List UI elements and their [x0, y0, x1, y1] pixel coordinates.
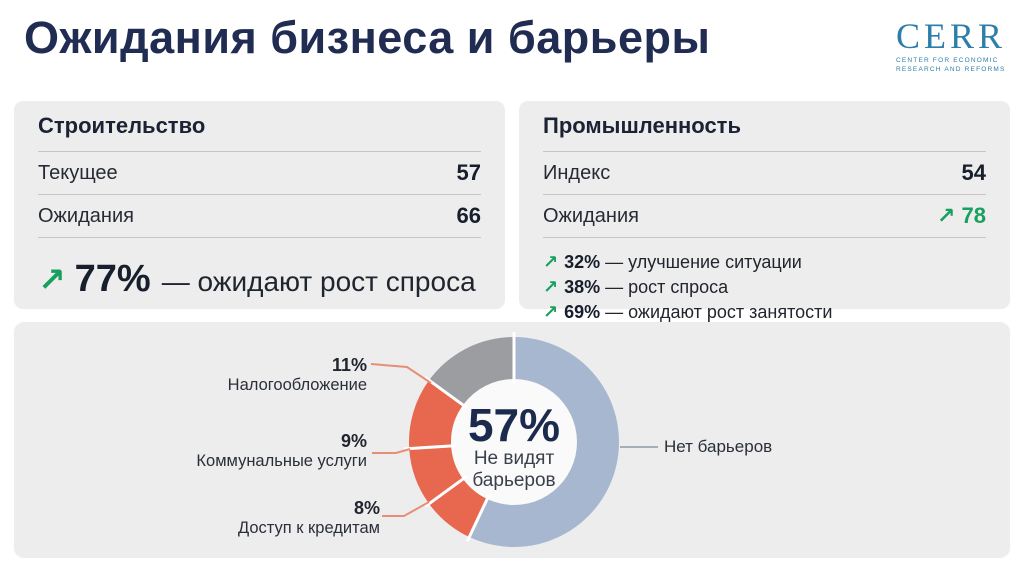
cerr-logo: CERR CENTER FOR ECONOMIC RESEARCH AND RE… [896, 16, 1006, 74]
row-label: Ожидания [38, 204, 134, 227]
segment-separator [424, 474, 468, 508]
page-title: Ожидания бизнеса и барьеры [24, 12, 711, 63]
callout-value: 9% [340, 431, 367, 451]
segment-separator [465, 493, 491, 543]
cerr-logo-word: CERR [895, 16, 1006, 56]
donut-center-line2: барьеров [472, 470, 556, 491]
industry-row-index: Индекс 54 [543, 152, 986, 195]
callout-utilities: 9% Коммунальные услуги [196, 431, 367, 471]
row-label: Текущее [38, 161, 118, 184]
donut-center-label: 57% Не видят барьеров [429, 402, 599, 492]
construction-card: Строительство Текущее 57 Ожидания 66 ↗ 7… [14, 101, 505, 309]
up-right-arrow-icon: ↗ [543, 277, 559, 297]
callout-label: Налогообложение [227, 376, 367, 394]
row-value: 78 [961, 203, 986, 228]
bullet-employment-growth: ↗ 69% — ожидают рост занятости [543, 300, 986, 325]
callout-credit-access: 8% Доступ к кредитам [238, 498, 380, 538]
bullet-text: — ожидают рост занятости [605, 302, 833, 322]
bullet-text: — улучшение ситуации [605, 252, 802, 272]
construction-highlight: ↗ 77% — ожидают рост спроса [38, 258, 481, 301]
callout-label: Доступ к кредитам [237, 519, 380, 537]
cerr-logo-tagline-1: CENTER FOR ECONOMIC [895, 57, 999, 64]
construction-row-expectations: Ожидания 66 [38, 195, 481, 238]
callout-taxation: 11% Налогообложение [228, 355, 367, 395]
row-value: 66 [456, 203, 481, 228]
row-value: 57 [456, 160, 481, 185]
highlight-text: — ожидают рост спроса [161, 266, 476, 297]
industry-card-title: Промышленность [543, 113, 986, 152]
bullet-value: 69% [564, 302, 601, 322]
bullet-value: 32% [564, 252, 601, 272]
industry-row-expectations: Ожидания ↗ 78 [543, 195, 986, 238]
bullet-value: 38% [564, 277, 601, 297]
donut-center-line1: Не видят [473, 448, 555, 469]
up-right-arrow-icon: ↗ [543, 252, 559, 272]
donut-segment [429, 337, 514, 405]
construction-card-title: Строительство [38, 113, 481, 152]
up-right-arrow-icon: ↗ [543, 302, 559, 322]
stat-cards-row: Строительство Текущее 57 Ожидания 66 ↗ 7… [14, 101, 1010, 322]
leader-line-taxation [370, 363, 432, 384]
donut-segment [409, 380, 464, 449]
callout-label: Коммунальные услуги [196, 452, 367, 470]
leader-line-credit [382, 501, 430, 517]
leader-line-utilities [372, 448, 411, 454]
donut-center-value: 57% [467, 399, 561, 451]
segment-separator [404, 444, 457, 451]
bullet-text: — рост спроса [605, 277, 729, 297]
industry-bullets: ↗ 32% — улучшение ситуации ↗ 38% — рост спро… [543, 250, 986, 325]
callout-value: 11% [331, 355, 367, 375]
bullet-demand-growth: ↗ 38% — рост спроса [543, 275, 986, 300]
highlight-value: 77% [74, 258, 151, 300]
callout-no-barriers: Нет барьеров [664, 437, 773, 456]
up-right-arrow-icon: ↗ [38, 261, 66, 298]
row-value-green: ↗ 78 [937, 203, 986, 229]
up-right-arrow-icon: ↗ [936, 203, 956, 228]
construction-row-current: Текущее 57 [38, 152, 481, 195]
callout-value: 8% [353, 498, 380, 518]
row-label: Ожидания [543, 204, 639, 227]
industry-card: Промышленность Индекс 54 Ожидания ↗ 78 ↗… [519, 101, 1010, 322]
donut-hole [451, 379, 577, 505]
bullet-improvement: ↗ 32% — улучшение ситуации [543, 250, 986, 275]
cerr-logo-tagline-2: RESEARCH AND REFORMS [895, 66, 1006, 73]
donut-segment [409, 445, 464, 504]
barriers-chart-card: 11% Налогообложение 9% Коммунальные услу… [14, 322, 1010, 558]
row-label: Индекс [543, 161, 611, 184]
donut-segment [469, 337, 619, 547]
barriers-donut-chart [370, 332, 658, 547]
row-value: 54 [961, 160, 986, 185]
segment-separator [424, 376, 468, 410]
